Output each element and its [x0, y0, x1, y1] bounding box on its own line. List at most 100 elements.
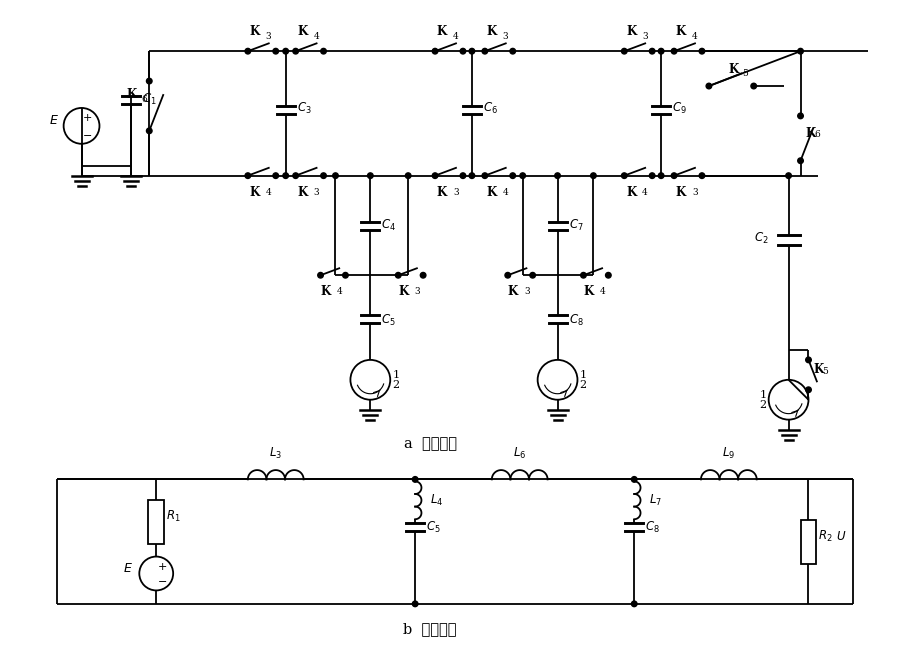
Text: 6: 6	[814, 130, 820, 140]
Text: $C_5$: $C_5$	[382, 313, 396, 328]
Text: $E$: $E$	[123, 562, 133, 575]
Text: K: K	[728, 63, 738, 76]
Text: 4: 4	[692, 32, 698, 41]
Text: K: K	[508, 285, 518, 298]
Text: K: K	[676, 186, 686, 199]
Text: $-$: $-$	[83, 129, 93, 139]
Text: 3: 3	[415, 287, 420, 296]
Circle shape	[469, 173, 474, 178]
Text: $C_2$: $C_2$	[753, 231, 769, 246]
Circle shape	[622, 49, 627, 54]
Text: K: K	[806, 127, 815, 140]
Text: K: K	[436, 186, 447, 199]
Circle shape	[590, 173, 596, 178]
Circle shape	[671, 49, 677, 54]
Bar	[148, 500, 164, 543]
Circle shape	[632, 477, 637, 482]
Text: K: K	[814, 363, 824, 376]
Circle shape	[283, 173, 289, 178]
Text: K: K	[297, 25, 308, 38]
Text: 3: 3	[692, 188, 698, 197]
Bar	[800, 520, 816, 563]
Circle shape	[650, 173, 655, 178]
Text: $C_8$: $C_8$	[569, 313, 583, 328]
Circle shape	[530, 273, 536, 278]
Text: 1: 1	[392, 370, 400, 380]
Text: 3: 3	[524, 287, 530, 296]
Text: K: K	[626, 186, 636, 199]
Circle shape	[320, 173, 327, 178]
Circle shape	[797, 49, 804, 54]
Text: 4: 4	[600, 287, 606, 296]
Circle shape	[412, 601, 418, 606]
Text: 4: 4	[453, 32, 459, 41]
Text: +: +	[83, 113, 92, 123]
Text: 5: 5	[823, 367, 828, 376]
Text: $C_8$: $C_8$	[645, 519, 660, 535]
Circle shape	[245, 49, 250, 54]
Circle shape	[147, 78, 152, 84]
Circle shape	[658, 49, 664, 54]
Circle shape	[622, 173, 627, 178]
Text: $C_3$: $C_3$	[297, 101, 311, 116]
Text: $L_6$: $L_6$	[513, 446, 526, 462]
Text: $C_4$: $C_4$	[382, 218, 396, 233]
Text: K: K	[436, 25, 447, 38]
Circle shape	[320, 49, 327, 54]
Circle shape	[806, 357, 811, 362]
Circle shape	[520, 173, 526, 178]
Circle shape	[671, 173, 677, 178]
Circle shape	[405, 173, 411, 178]
Text: b  原型电路: b 原型电路	[403, 622, 457, 636]
Circle shape	[606, 273, 611, 278]
Circle shape	[786, 173, 791, 178]
Circle shape	[699, 173, 705, 178]
Text: $-$: $-$	[158, 575, 167, 585]
Circle shape	[420, 273, 426, 278]
Text: 6: 6	[141, 95, 147, 104]
Text: 4: 4	[503, 188, 508, 197]
Circle shape	[482, 49, 488, 54]
Text: K: K	[249, 25, 260, 38]
Circle shape	[699, 49, 705, 54]
Circle shape	[554, 173, 561, 178]
Circle shape	[245, 173, 250, 178]
Circle shape	[482, 173, 488, 178]
Text: 1: 1	[760, 390, 767, 400]
Circle shape	[283, 49, 289, 54]
Text: 1: 1	[580, 370, 587, 380]
Circle shape	[460, 173, 465, 178]
Text: 2: 2	[580, 380, 587, 390]
Text: K: K	[487, 186, 497, 199]
Text: K: K	[487, 25, 497, 38]
Text: 4: 4	[266, 188, 272, 197]
Text: $R_1$: $R_1$	[166, 509, 181, 524]
Text: $C_5$: $C_5$	[426, 519, 441, 535]
Text: $L_9$: $L_9$	[722, 446, 735, 462]
Text: $L_7$: $L_7$	[649, 493, 662, 508]
Text: K: K	[676, 25, 686, 38]
Text: $C_1$: $C_1$	[142, 91, 157, 106]
Text: 5: 5	[742, 69, 748, 78]
Circle shape	[650, 49, 655, 54]
Text: K: K	[583, 285, 594, 298]
Circle shape	[797, 113, 804, 118]
Text: $L_4$: $L_4$	[430, 493, 444, 508]
Circle shape	[292, 49, 299, 54]
Text: $C_9$: $C_9$	[672, 101, 687, 116]
Circle shape	[273, 173, 278, 178]
Circle shape	[367, 173, 374, 178]
Circle shape	[706, 83, 712, 89]
Circle shape	[412, 477, 418, 482]
Circle shape	[432, 49, 438, 54]
Circle shape	[343, 273, 348, 278]
Text: 4: 4	[313, 32, 320, 41]
Text: K: K	[626, 25, 636, 38]
Text: 4: 4	[643, 188, 648, 197]
Circle shape	[432, 173, 438, 178]
Circle shape	[469, 49, 474, 54]
Text: 3: 3	[313, 188, 320, 197]
Circle shape	[658, 173, 664, 178]
Circle shape	[632, 601, 637, 606]
Circle shape	[751, 83, 757, 89]
